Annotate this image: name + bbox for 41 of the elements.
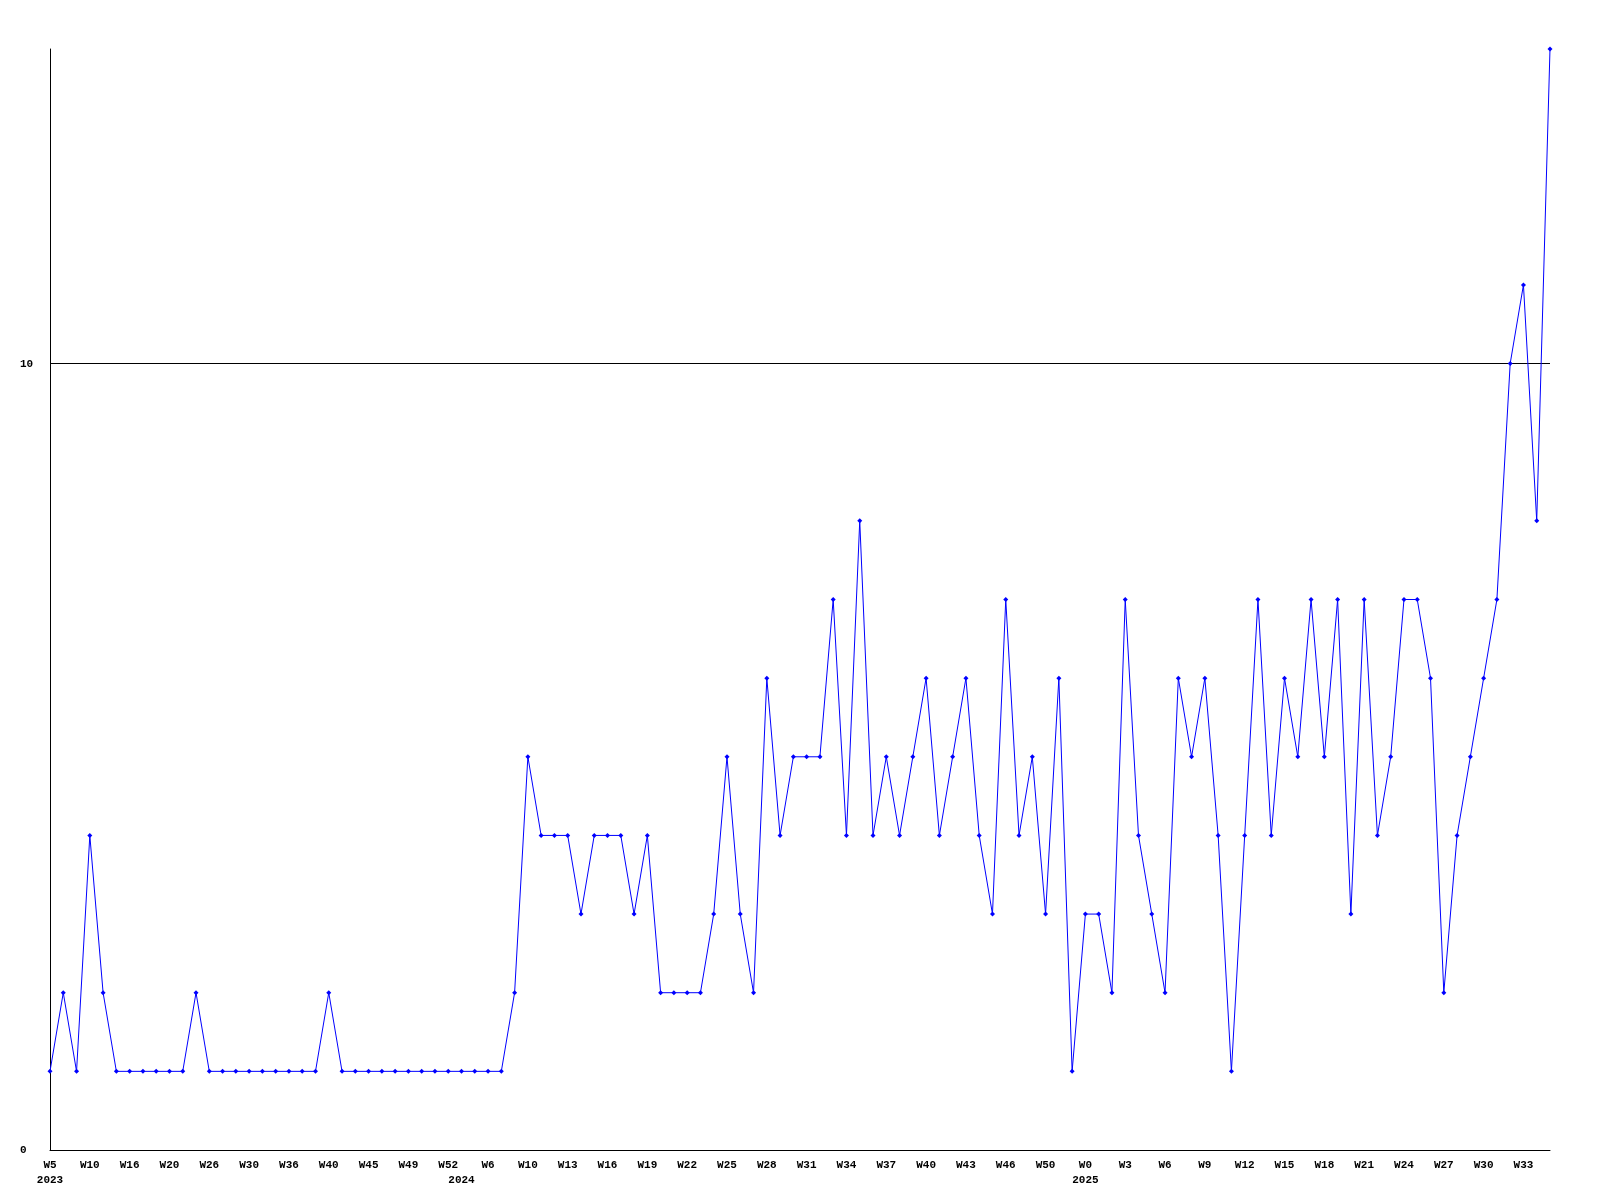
x-tick-label: W13: [557, 1158, 578, 1171]
x-tick-label: W30: [1473, 1158, 1494, 1171]
x-tick-label: W24: [1394, 1158, 1415, 1171]
x-tick-label: 2024: [448, 1173, 476, 1186]
x-tick-label: W49: [398, 1158, 419, 1171]
x-tick-label: W34: [836, 1158, 857, 1171]
x-tick-label: W43: [956, 1158, 977, 1171]
x-tick-label: W16: [119, 1158, 140, 1171]
x-tick-label: W36: [279, 1158, 299, 1171]
x-tick-label: W27: [1433, 1158, 1454, 1171]
x-tick-label: W6: [1158, 1158, 1172, 1171]
x-tick-label: W0 2025: [1072, 1158, 1099, 1186]
x-tick-label: W45: [358, 1158, 379, 1171]
x-tick-label: W20: [159, 1158, 180, 1171]
x-tick-label: W37: [876, 1158, 897, 1171]
x-tick-label: W19: [637, 1158, 658, 1171]
x-tick-label: W22: [677, 1158, 698, 1171]
x-tick-label: W6: [481, 1158, 495, 1171]
x-tick-label: W18: [1314, 1158, 1335, 1171]
x-tick-label: W52: [438, 1158, 459, 1171]
x-tick-label: W16: [597, 1158, 618, 1171]
x-tick-label: W3: [1118, 1158, 1133, 1171]
x-tick-label: W10: [79, 1158, 100, 1171]
x-tick-label: W26: [199, 1158, 220, 1171]
x-tick-label: W40: [318, 1158, 339, 1171]
x-tick-label: W50: [1035, 1158, 1056, 1171]
x-tick-label: W40: [916, 1158, 937, 1171]
x-tick-label: W46: [995, 1158, 1016, 1171]
x-tick-label: W5 2023: [36, 1158, 64, 1186]
x-tick-label: W31: [796, 1158, 817, 1171]
x-tick-label: W9: [1198, 1158, 1212, 1171]
y-tick-label: 10: [20, 357, 34, 370]
x-tick-label: W21: [1354, 1158, 1375, 1171]
x-tick-label: W12: [1234, 1158, 1255, 1171]
x-tick-label: W28: [756, 1158, 778, 1171]
x-tick-label: W30: [239, 1158, 260, 1171]
y-tick-label: 0: [20, 1144, 27, 1156]
x-tick-label: W10: [517, 1158, 538, 1171]
x-tick-label: W33: [1513, 1158, 1534, 1171]
x-tick-label: W15: [1274, 1158, 1295, 1171]
x-tick-label: W25: [717, 1158, 738, 1171]
